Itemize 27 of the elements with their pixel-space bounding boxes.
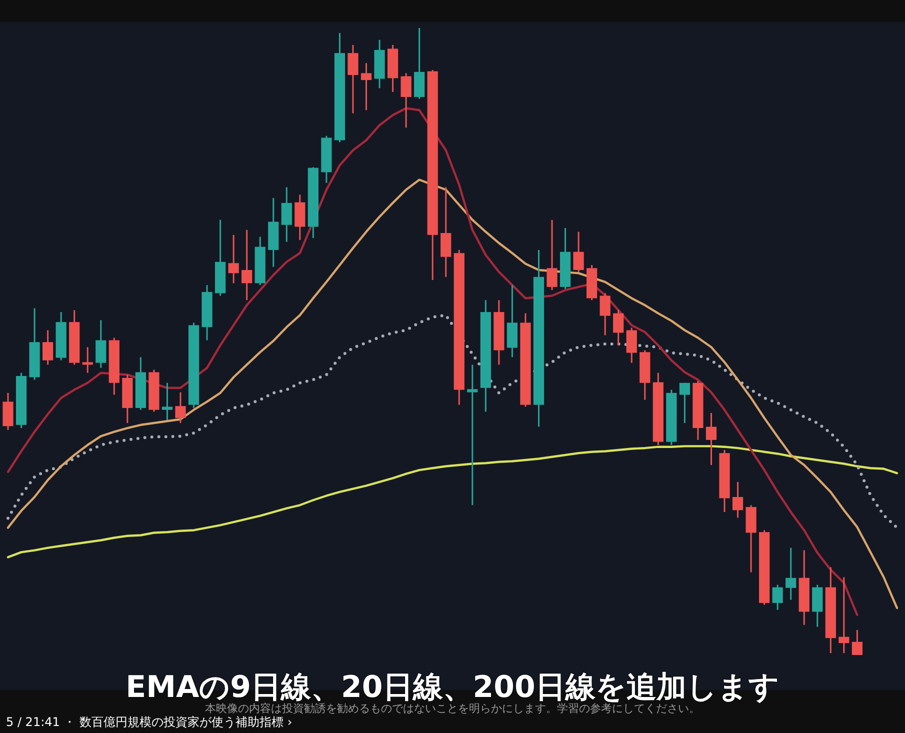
candlestick	[546, 219, 558, 291]
candlestick	[400, 72, 412, 128]
candlestick	[786, 547, 796, 601]
candlestick	[852, 629, 862, 656]
candlestick	[573, 231, 584, 273]
candlestick	[626, 326, 637, 364]
candlestick	[42, 329, 54, 366]
candlestick	[360, 62, 372, 111]
candlestick	[838, 576, 850, 654]
candlestick	[281, 186, 292, 243]
candlestick	[467, 364, 478, 506]
candlestick	[679, 382, 690, 424]
candlestick	[242, 229, 252, 301]
candlestick	[600, 292, 610, 336]
candlestick	[96, 319, 106, 369]
candlestick	[228, 234, 239, 284]
candlestick	[348, 44, 358, 114]
candlestick	[162, 382, 173, 421]
candlestick	[175, 392, 186, 424]
candlestick	[732, 481, 744, 518]
candlestick	[82, 346, 93, 374]
candlestick	[706, 412, 717, 466]
text: 本映像の内容は投資勧誘を勧めるものではないことを明らかにします。学習の参考にしてください。	[205, 702, 700, 715]
candlestick	[440, 186, 452, 278]
candlestick	[772, 584, 783, 611]
text: 5 / 21:41 ・ 数百億円規模の投資家が使う補助指標 ›	[6, 715, 292, 729]
candlestick	[613, 309, 624, 346]
